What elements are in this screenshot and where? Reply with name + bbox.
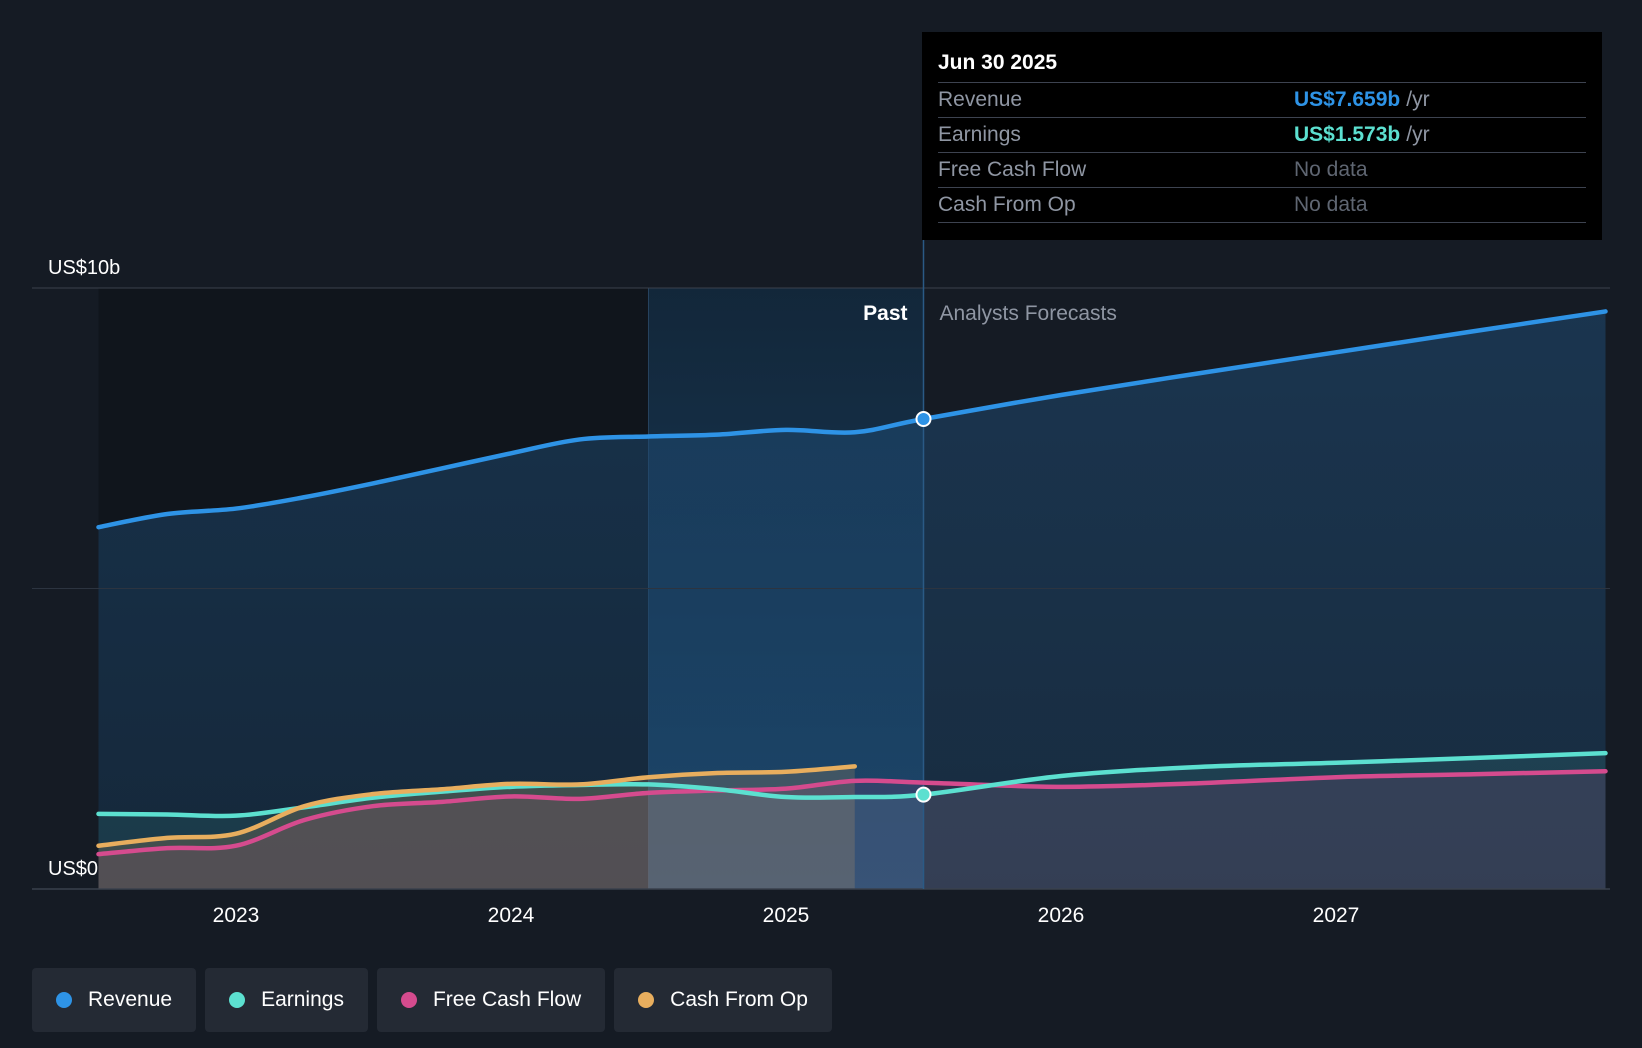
legend-label: Revenue — [88, 988, 173, 1011]
legend-dot-icon — [638, 992, 655, 1008]
highlight-point-revenue — [915, 411, 932, 428]
legend-label: Cash From Op — [670, 988, 808, 1011]
legend-item-free-cash-flow[interactable]: Free Cash Flow — [376, 968, 606, 1032]
highlight-point-earnings — [915, 786, 932, 803]
tooltip-unit: /yr — [1406, 88, 1430, 111]
tooltip-label: Cash From Op — [938, 193, 1076, 216]
legend-dot-icon — [229, 992, 246, 1008]
tooltip-row-cash-from-op: Cash From Op No data — [938, 187, 1586, 223]
tooltip-label: Earnings — [938, 123, 1021, 146]
past-label: Past — [863, 302, 907, 325]
series-line-cash-from-op — [96, 764, 857, 848]
tooltip-row-earnings: Earnings US$1.573b /yr — [938, 117, 1586, 152]
x-tick-label: 2027 — [1313, 904, 1360, 927]
series-line-revenue — [96, 309, 1608, 530]
tooltip: Jun 30 2025 Revenue US$7.659b /yr Earnin… — [922, 32, 1602, 240]
tooltip-value: US$1.573b — [1294, 123, 1401, 146]
x-tick-label: 2024 — [488, 904, 535, 927]
x-tick-label: 2025 — [763, 904, 810, 927]
legend-item-cash-from-op[interactable]: Cash From Op — [614, 968, 832, 1032]
tooltip-date: Jun 30 2025 — [938, 51, 1058, 74]
area-cash-from-op — [98, 766, 855, 889]
legend-label: Earnings — [261, 988, 344, 1011]
x-tick-label: 2026 — [1038, 904, 1085, 927]
tooltip-unit: /yr — [1406, 123, 1430, 146]
tooltip-value: US$7.659b — [1294, 88, 1401, 111]
tooltip-row-revenue: Revenue US$7.659b /yr — [938, 82, 1586, 117]
legend-item-revenue[interactable]: Revenue — [32, 968, 197, 1032]
tooltip-value: No data — [1294, 193, 1368, 216]
forecast-label: Analysts Forecasts — [940, 302, 1117, 325]
tooltip-label: Revenue — [938, 88, 1023, 111]
legend: Revenue Earnings Free Cash Flow Cash Fro… — [32, 968, 832, 1032]
legend-item-earnings[interactable]: Earnings — [205, 968, 368, 1032]
x-tick-label: 2023 — [213, 904, 260, 927]
y-tick-label: US$0 — [48, 858, 98, 880]
tooltip-value: No data — [1294, 158, 1368, 181]
legend-label: Free Cash Flow — [432, 988, 582, 1011]
area-revenue — [98, 311, 1606, 890]
tooltip-label: Free Cash Flow — [938, 158, 1087, 181]
area-earnings — [98, 753, 1606, 889]
legend-dot-icon — [400, 992, 417, 1008]
legend-dot-icon — [56, 992, 72, 1008]
tooltip-row-free-cash-flow: Free Cash Flow No data — [938, 152, 1586, 187]
y-tick-label: US$10b — [48, 257, 120, 279]
